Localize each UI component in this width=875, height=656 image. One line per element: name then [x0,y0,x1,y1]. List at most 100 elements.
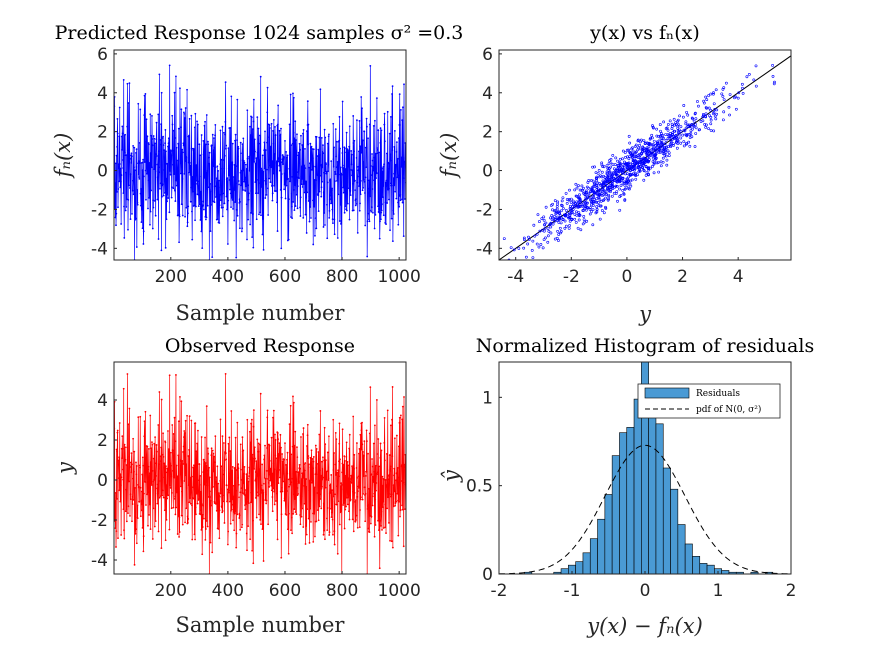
scatter-point [634,150,638,154]
data-point [257,127,260,130]
data-point [192,497,195,500]
data-point [247,198,250,201]
data-point [248,169,251,172]
data-point [186,88,188,91]
data-point [126,82,129,85]
scatter-point [689,129,693,133]
data-point [130,452,133,455]
data-point [158,391,161,393]
data-point [114,527,117,530]
data-point [205,216,208,219]
data-point [342,463,345,466]
data-point [215,196,217,198]
data-point [301,479,303,481]
data-point [275,169,278,172]
data-point [135,473,138,476]
data-point [117,463,120,466]
data-point [303,191,306,194]
data-point [235,165,238,168]
data-point [398,416,401,419]
data-point [333,218,336,221]
data-point [246,549,248,552]
data-point [385,185,388,188]
data-point [397,499,399,502]
data-point [155,121,158,124]
data-point [144,410,147,413]
data-point [333,452,335,454]
data-point [355,198,357,201]
data-point [294,205,297,207]
data-point [397,476,400,479]
scatter-point [555,215,559,219]
data-point [259,75,262,78]
data-point [356,526,359,529]
data-point [181,166,183,168]
data-point [287,478,290,481]
data-point [152,199,155,202]
data-point [268,177,271,180]
data-point [176,475,179,478]
data-point [323,529,325,532]
data-point [359,193,362,196]
scatter-point [619,163,622,166]
data-point [156,492,159,495]
scatter-point [643,142,647,146]
scatter-point [584,201,588,205]
data-point [249,134,252,136]
data-point [191,538,194,541]
data-point [180,126,182,129]
data-point [206,469,208,472]
data-point [200,134,203,136]
scatter-point [559,231,562,235]
scatter-point [709,122,713,126]
x-tick-label: 400 [212,267,244,287]
data-point [295,150,298,152]
scatter-point [611,154,615,157]
data-point [257,450,260,453]
data-point [165,218,168,221]
data-point [382,527,385,529]
data-point [174,440,177,443]
predicted-x-ticks: 200 400 600 800 1000 [155,257,421,287]
data-point [328,216,331,219]
data-point [163,462,166,465]
data-point [270,489,273,492]
data-point [320,136,323,139]
scatter-point [682,104,686,107]
data-point [343,180,345,183]
data-point [390,182,393,185]
scatter-point [657,150,661,154]
data-point [394,166,397,168]
data-point [150,189,153,192]
data-point [401,201,404,204]
data-point [128,82,131,85]
data-point [357,169,360,172]
data-point [131,179,134,182]
data-point [348,125,351,128]
scatter-point [595,184,599,188]
data-point [360,429,363,432]
data-point [225,195,228,198]
data-point [119,167,122,170]
data-point [326,203,328,206]
data-point [160,398,163,401]
scatter-point [586,201,589,205]
scatter-point [658,145,662,149]
data-point [280,556,283,559]
data-point [391,85,394,88]
data-point [222,131,225,134]
scatter-point [668,131,672,135]
scatter-point [737,91,741,95]
data-point [310,478,313,481]
data-point [132,176,135,178]
data-point [302,433,304,435]
data-point [341,152,344,154]
data-point [337,500,340,503]
scatter-point [701,119,705,123]
scatter-point [639,140,642,144]
scatter-point [573,213,577,216]
data-point [359,498,362,501]
data-point [352,209,355,212]
data-point [386,202,389,204]
data-point [385,453,388,455]
